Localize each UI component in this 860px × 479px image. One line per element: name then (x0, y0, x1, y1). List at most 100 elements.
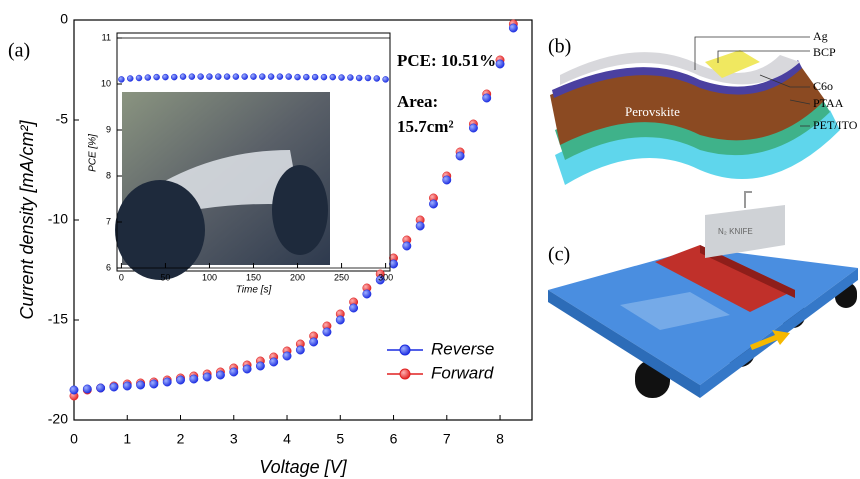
data-point (150, 380, 158, 388)
legend-label: Reverse (431, 339, 494, 358)
x-tick-label: 200 (290, 272, 305, 282)
y-tick-label: -15 (48, 311, 68, 327)
panel-c: (c) N₂ KNIFE (548, 192, 858, 398)
knife-label: N₂ KNIFE (718, 227, 753, 236)
data-point (330, 74, 336, 80)
data-point (162, 74, 168, 80)
data-point (383, 76, 389, 82)
x-tick-label: 1 (123, 431, 131, 447)
data-point (70, 386, 78, 394)
y-tick-label: 6 (106, 262, 111, 272)
x-tick-label: 7 (443, 431, 451, 447)
y-axis-title: PCE [%] (88, 134, 99, 172)
data-point (171, 74, 177, 80)
data-point (323, 328, 331, 336)
data-point (180, 74, 186, 80)
data-point (443, 176, 451, 184)
data-point (286, 74, 292, 80)
data-point (349, 304, 357, 312)
data-point (163, 378, 171, 386)
data-point (176, 376, 184, 384)
layer-label: C6o (813, 79, 833, 93)
data-point (118, 76, 124, 82)
data-point (270, 358, 278, 366)
data-point (206, 74, 212, 80)
data-point (416, 222, 424, 230)
y-tick-label: -5 (56, 111, 69, 127)
data-point (456, 152, 464, 160)
data-point (283, 352, 291, 360)
y-tick-label: 7 (106, 216, 111, 226)
x-axis-title: Time [s] (236, 285, 272, 296)
x-tick-label: 2 (177, 431, 185, 447)
figure: (a) 0123456780-5-10-15-20Voltage [V]Curr… (0, 0, 860, 479)
y-tick-label: 11 (102, 32, 111, 42)
data-point (215, 74, 221, 80)
annotations: PCE: 10.51% Area: 15.7cm² (397, 51, 496, 136)
y-axis-title: Current density [mA/cm²] (17, 119, 37, 319)
data-point (216, 371, 224, 379)
data-point (312, 74, 318, 80)
data-point (256, 362, 264, 370)
data-point (190, 375, 198, 383)
x-tick-label: 300 (378, 272, 393, 282)
data-point (469, 124, 477, 132)
x-tick-label: 8 (496, 431, 504, 447)
data-point (336, 316, 344, 324)
inset-photo (115, 92, 330, 280)
legend-marker (400, 345, 410, 355)
panel-label: (a) (8, 40, 30, 62)
data-point (242, 74, 248, 80)
data-point (154, 74, 160, 80)
data-point (389, 260, 397, 268)
data-point (347, 75, 353, 81)
x-tick-label: 5 (336, 431, 344, 447)
data-point (509, 24, 517, 32)
data-point (429, 200, 437, 208)
data-point (356, 75, 362, 81)
legend-label: Forward (431, 363, 494, 382)
page: (a) 0123456780-5-10-15-20Voltage [V]Curr… (0, 0, 860, 479)
data-point (309, 338, 317, 346)
x-axis-title: Voltage [V] (259, 457, 347, 477)
layer-label: BCP (813, 45, 836, 59)
panel-label: (b) (548, 36, 571, 58)
data-point (230, 368, 238, 376)
y-tick-label: 9 (106, 124, 111, 134)
data-point (224, 74, 230, 80)
y-tick-label: -20 (48, 411, 68, 427)
data-point (243, 365, 251, 373)
data-point (251, 74, 257, 80)
layer-label: Ag (813, 29, 828, 43)
data-point (339, 75, 345, 81)
y-tick-label: 10 (101, 78, 111, 88)
data-point (496, 60, 504, 68)
data-point (96, 384, 104, 392)
data-point (365, 75, 371, 81)
y-tick-label: 0 (60, 11, 68, 27)
data-point (198, 74, 204, 80)
data-point (277, 74, 283, 80)
panel-label: (c) (548, 244, 570, 266)
annotation: 15.7cm² (397, 117, 454, 136)
data-point (136, 75, 142, 81)
data-point (203, 373, 211, 381)
data-point (403, 242, 411, 250)
data-point (123, 382, 131, 390)
data-point (110, 383, 118, 391)
y-tick-label: 8 (106, 170, 111, 180)
data-point (268, 74, 274, 80)
y-tick-label: -10 (48, 211, 68, 227)
data-point (83, 385, 91, 393)
x-tick-label: 100 (202, 272, 217, 282)
data-point (127, 75, 133, 81)
annotation: PCE: 10.51% (397, 51, 496, 70)
data-point (295, 74, 301, 80)
x-tick-label: 250 (334, 272, 349, 282)
data-point (233, 74, 239, 80)
x-tick-label: 50 (160, 272, 170, 282)
data-point (374, 75, 380, 81)
data-point (136, 381, 144, 389)
x-tick-label: 0 (70, 431, 78, 447)
material-label: Perovskite (625, 104, 680, 119)
